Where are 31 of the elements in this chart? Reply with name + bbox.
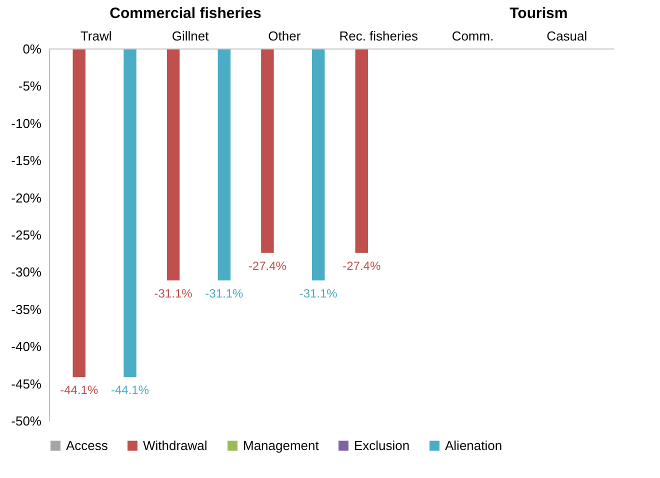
y-tick-label: -15% — [11, 153, 42, 168]
data-label: -27.4% — [248, 258, 287, 273]
legend-label: Exclusion — [354, 438, 410, 453]
y-tick-label: -35% — [11, 302, 42, 317]
y-tick-label: -30% — [11, 264, 42, 280]
data-label: -31.1% — [154, 286, 193, 300]
x-tick-label: Gillnet — [172, 28, 210, 44]
x-tick-label: Rec. fisheries — [339, 28, 418, 44]
x-tick-label: Comm. — [452, 28, 494, 44]
legend-label: Access — [66, 438, 108, 453]
data-label: -44.1% — [111, 383, 150, 398]
text: Tourism — [510, 5, 568, 22]
y-tick-label: -20% — [11, 190, 42, 206]
y-tick-label: 0% — [22, 42, 42, 56]
y-tick-label: -5% — [18, 78, 42, 94]
data-label: -27.4% — [342, 258, 381, 273]
x-tick-label: Trawl — [80, 28, 112, 44]
y-tick-label: -10% — [11, 116, 42, 131]
legend-label: Alienation — [445, 438, 502, 453]
legend-label: Withdrawal — [143, 438, 208, 453]
y-tick-label: -25% — [11, 228, 42, 242]
data-label: -31.1% — [205, 286, 244, 300]
data-label: -44.1% — [60, 383, 98, 398]
legend-label: Management — [243, 438, 320, 453]
y-tick-label: -50% — [11, 414, 42, 428]
data-label: -31.1% — [299, 286, 338, 300]
x-tick-label: Casual — [546, 28, 588, 44]
y-tick-label: -45% — [11, 376, 42, 392]
x-tick-label: Other — [268, 28, 302, 44]
text: Commercial fisheries — [110, 5, 262, 22]
y-tick-label: -40% — [11, 339, 42, 354]
